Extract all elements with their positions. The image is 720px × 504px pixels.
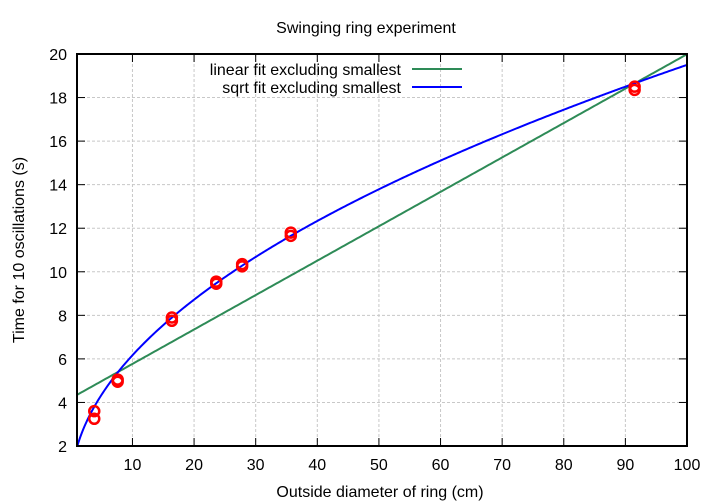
x-tick-label: 70	[493, 457, 511, 474]
y-axis-label: Time for 10 oscillations (s)	[11, 157, 28, 343]
x-tick-label: 30	[247, 457, 265, 474]
data-point	[165, 314, 179, 328]
series	[77, 54, 687, 446]
y-tick-label: 18	[49, 91, 67, 108]
x-tick-label: 20	[185, 457, 203, 474]
x-tick-label: 10	[124, 457, 142, 474]
legend-label: sqrt fit excluding smallest	[222, 80, 401, 97]
sqrt-fit-line	[77, 63, 687, 446]
x-tick-labels: 10 20 30 40 50 60 70 80 90 100	[124, 457, 701, 474]
plot-frame	[76, 53, 688, 447]
data-point	[88, 412, 101, 426]
y-tick-label: 12	[49, 221, 67, 238]
x-tick-label: 50	[370, 457, 388, 474]
y-tick-label: 2	[58, 439, 67, 456]
data-point	[88, 404, 101, 418]
data-point	[628, 83, 641, 97]
chart-title: Swinging ring experiment	[276, 20, 456, 37]
x-tick-label: 80	[555, 457, 573, 474]
legend-label: linear fit excluding smallest	[210, 62, 402, 79]
data-point	[111, 375, 124, 389]
y-tick-label: 16	[49, 134, 67, 151]
x-tick-label: 40	[308, 457, 326, 474]
axis-ticks	[77, 53, 688, 447]
x-tick-label: 100	[674, 457, 701, 474]
y-tick-labels: 2 4 6 8 10 12 14 16 18 20	[49, 47, 67, 456]
y-tick-label: 8	[58, 308, 67, 325]
x-tick-label: 60	[432, 457, 450, 474]
x-axis-label: Outside diameter of ring (cm)	[276, 484, 483, 501]
y-tick-label: 10	[49, 265, 67, 282]
grid	[77, 54, 687, 446]
linear-fit-line	[77, 54, 687, 396]
y-tick-label: 14	[49, 178, 67, 195]
data-point	[210, 277, 223, 291]
data-points	[88, 80, 641, 426]
y-tick-label: 20	[49, 47, 67, 64]
x-tick-label: 90	[616, 457, 634, 474]
data-point	[235, 260, 249, 273]
y-tick-label: 4	[58, 395, 67, 412]
data-point	[284, 229, 298, 243]
y-tick-label: 6	[58, 352, 67, 369]
